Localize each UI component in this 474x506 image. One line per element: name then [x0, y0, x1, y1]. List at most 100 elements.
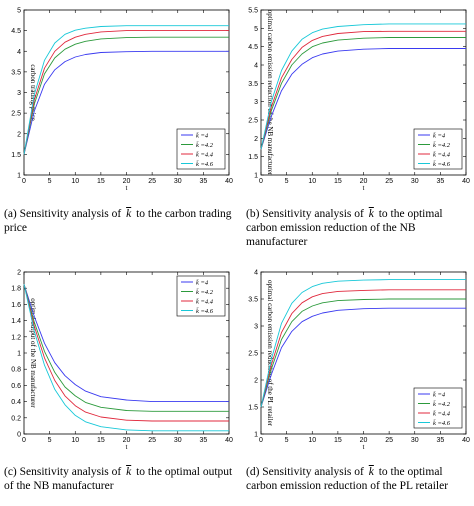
y-tick-label: 1: [17, 351, 21, 358]
x-tick-label: 0: [259, 178, 263, 185]
y-axis-label: optimal carbon emission reduction of the…: [266, 10, 274, 176]
x-tick-label: 10: [308, 178, 316, 185]
legend-box: [176, 128, 226, 170]
legend-label-2: k̄ =4.2: [433, 401, 451, 408]
y-tick-label: 2.5: [248, 118, 258, 125]
y-tick-label: 1: [254, 432, 258, 439]
y-tick-label: 4.5: [11, 28, 21, 35]
chart-c-svg: 0 5 10 15 20 25 30 35 40 0 0.2 0.4 0.6 0.8 1 1.2 1.4 1.6 1…: [11, 270, 233, 452]
x-tick-label: 10: [71, 437, 79, 444]
series-line-2: [260, 298, 466, 408]
caption-b: (b) Sensitivity analysis of k to the opt…: [246, 207, 472, 249]
x-tick-label: 0: [22, 437, 26, 444]
caption-d-suffix: to the optimal carbon emission reduction…: [246, 466, 449, 492]
y-tick-label: 2: [17, 270, 21, 277]
y-tick-label: 2: [254, 136, 258, 143]
chart-panel-a: 0 5 10 15 20 25 30 35 40 1 1.5 2 2.5 3 3.5 4 4.5 5 t carbon…: [0, 0, 237, 193]
x-tick-label: 40: [462, 437, 470, 444]
legend-label-3: k̄ =4.4: [196, 298, 214, 305]
caption-b-symbol: k: [368, 208, 374, 220]
y-tick-label: 1.8: [11, 286, 21, 293]
y-tick-label: 1.5: [248, 405, 258, 412]
legend-label-2: k̄ =4.2: [196, 142, 214, 149]
legend-label-1: k̄ =4: [196, 279, 209, 286]
y-tick-label: 2: [254, 378, 258, 385]
x-tick-label: 0: [22, 178, 26, 185]
x-tick-label: 30: [174, 178, 182, 185]
x-tick-label: 30: [411, 437, 419, 444]
series-line-4: [23, 284, 229, 432]
x-tick-label: 30: [174, 437, 182, 444]
caption-c-symbol: k: [126, 466, 132, 478]
series-line-2: [23, 284, 229, 412]
y-tick-label: 3.5: [11, 69, 21, 76]
x-tick-label: 25: [148, 437, 156, 444]
y-tick-label: 4: [254, 270, 258, 277]
x-tick-label: 25: [148, 178, 156, 185]
legend-label-4: k̄ =4.6: [433, 420, 451, 427]
y-tick-label: 3: [254, 99, 258, 106]
caption-d: (d) Sensitivity analysis of k to the opt…: [246, 465, 472, 493]
caption-b-suffix: to the optimal carbon emission reduction…: [246, 208, 443, 248]
x-tick-label: 35: [199, 178, 207, 185]
legend-label-2: k̄ =4.2: [196, 289, 214, 296]
series-line-4: [23, 25, 229, 155]
y-tick-label: 5: [17, 8, 21, 15]
y-tick-label: 4: [17, 49, 21, 56]
legend-label-1: k̄ =4: [196, 132, 209, 139]
series-line-1: [23, 50, 229, 155]
x-tick-label: 40: [225, 437, 233, 444]
series-line-1: [260, 307, 466, 408]
y-tick-label: 1.6: [11, 302, 21, 309]
x-tick-label: 15: [334, 437, 342, 444]
series-line-4: [260, 23, 466, 150]
x-tick-label: 20: [360, 437, 368, 444]
legend-label-3: k̄ =4.4: [196, 151, 214, 158]
x-axis-label: t: [363, 443, 365, 451]
y-tick-label: 1.5: [248, 154, 258, 161]
legend-label-4: k̄ =4.6: [433, 161, 451, 168]
y-tick-label: 0.8: [11, 367, 21, 374]
x-tick-label: 5: [48, 437, 52, 444]
y-axis-label: optimal output of the NB manufacturer: [29, 298, 37, 408]
x-tick-label: 25: [385, 178, 393, 185]
x-axis-label: t: [126, 184, 128, 192]
legend-box: [176, 275, 226, 317]
series-line-2: [260, 37, 466, 150]
legend-label-1: k̄ =4: [433, 391, 446, 398]
y-tick-label: 2: [17, 131, 21, 138]
y-tick-label: 0.2: [11, 415, 21, 422]
series-line-3: [260, 289, 466, 408]
series-line-3: [260, 30, 466, 150]
x-tick-label: 15: [97, 178, 105, 185]
legend-label-4: k̄ =4.6: [196, 308, 214, 315]
y-tick-label: 3.5: [248, 81, 258, 88]
caption-c: (c) Sensitivity analysis of k to the opt…: [4, 465, 236, 493]
x-tick-label: 5: [48, 178, 52, 185]
y-tick-label: 2.5: [248, 351, 258, 358]
x-tick-label: 10: [71, 178, 79, 185]
y-tick-label: 1.2: [11, 334, 21, 341]
series-line-2: [23, 36, 229, 155]
legend-label-3: k̄ =4.4: [433, 410, 451, 417]
series-line-1: [23, 284, 229, 403]
chart-panel-c: 0 5 10 15 20 25 30 35 40 0 0.2 0.4 0.6 0.8 1 1.2 1.4 1.6 1…: [0, 262, 237, 452]
caption-d-symbol: k: [368, 466, 374, 478]
x-tick-label: 25: [385, 437, 393, 444]
y-tick-label: 2.5: [11, 111, 21, 118]
y-tick-label: 3: [254, 324, 258, 331]
y-tick-label: 3: [17, 90, 21, 97]
series-line-3: [23, 30, 229, 155]
chart-panel-d: 0 5 10 15 20 25 30 35 40 1 1.5 2 2.5 3 3.5 4 t optimal ca…: [237, 262, 474, 452]
caption-a-symbol: k: [126, 208, 132, 220]
x-tick-label: 35: [436, 437, 444, 444]
series-line-1: [260, 48, 466, 150]
legend-label-3: k̄ =4.4: [433, 151, 451, 158]
x-tick-label: 35: [199, 437, 207, 444]
x-tick-label: 5: [285, 437, 289, 444]
y-tick-label: 0.4: [11, 399, 21, 406]
y-axis-label: carbon trading price: [29, 64, 37, 120]
y-tick-label: 0: [17, 432, 21, 439]
x-tick-label: 20: [123, 178, 131, 185]
caption-d-prefix: (d) Sensitivity analysis of: [246, 466, 364, 478]
